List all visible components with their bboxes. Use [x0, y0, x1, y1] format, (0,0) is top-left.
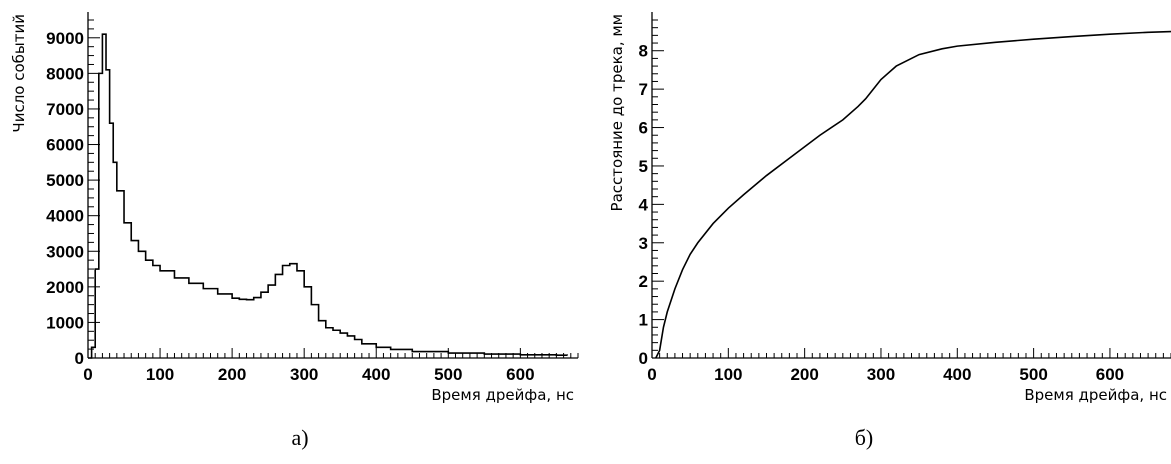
x-tick-label: 200 — [218, 365, 246, 384]
y-tick-label: 5000 — [46, 171, 84, 190]
x-tick-label: 600 — [506, 365, 534, 384]
x-tick-label: 300 — [867, 365, 895, 384]
y-tick-label: 6 — [639, 119, 648, 138]
x-tick-label: 500 — [1019, 365, 1047, 384]
x-tick-label: 100 — [146, 365, 174, 384]
x-tick-label: 400 — [362, 365, 390, 384]
y-tick-label: 5 — [639, 157, 648, 176]
x-tick-label: 400 — [943, 365, 971, 384]
x-tick-label: 600 — [1096, 365, 1124, 384]
y-axis-title: Число событий — [10, 14, 28, 133]
y-tick-label: 9000 — [46, 29, 84, 48]
panel-caption: б) — [855, 425, 874, 450]
series-line-b-0 — [655, 30, 1171, 359]
y-axis-title: Расстояние до трека, мм — [608, 14, 626, 211]
y-tick-label: 4000 — [46, 207, 84, 226]
x-axis-title: Время дрейфа, нс — [431, 386, 574, 404]
y-tick-label: 1000 — [46, 313, 84, 332]
x-tick-label: 300 — [290, 365, 318, 384]
x-tick-label: 0 — [647, 365, 656, 384]
y-tick-label: 6000 — [46, 136, 84, 155]
y-tick-label: 0 — [639, 349, 648, 368]
y-tick-label: 2 — [639, 272, 648, 291]
y-tick-label: 7000 — [46, 100, 84, 119]
x-tick-label: 500 — [434, 365, 462, 384]
y-tick-label: 4 — [639, 195, 649, 214]
panel-caption: а) — [291, 425, 308, 450]
y-tick-label: 0 — [75, 349, 84, 368]
x-tick-label: 200 — [790, 365, 818, 384]
x-tick-label: 100 — [714, 365, 742, 384]
y-tick-label: 8 — [639, 42, 648, 61]
chart-panel-b: 0 100 200 300 400 500 600 0 1 2 3 4 5 6 7 8 Время дрейфа… — [608, 12, 1171, 450]
x-tick-label: 0 — [83, 365, 92, 384]
y-tick-label: 3000 — [46, 242, 84, 261]
y-tick-label: 8000 — [46, 64, 84, 83]
series-line-a-0 — [88, 33, 568, 359]
y-tick-label: 1 — [639, 311, 648, 330]
y-tick-label: 7 — [639, 80, 648, 99]
y-tick-label: 2000 — [46, 278, 84, 297]
chart-panel-a: 0 100 200 300 400 500 600010002000300040005000… — [10, 12, 579, 450]
y-tick-label: 3 — [639, 234, 648, 253]
x-axis-title: Время дрейфа, нс — [1024, 386, 1167, 404]
